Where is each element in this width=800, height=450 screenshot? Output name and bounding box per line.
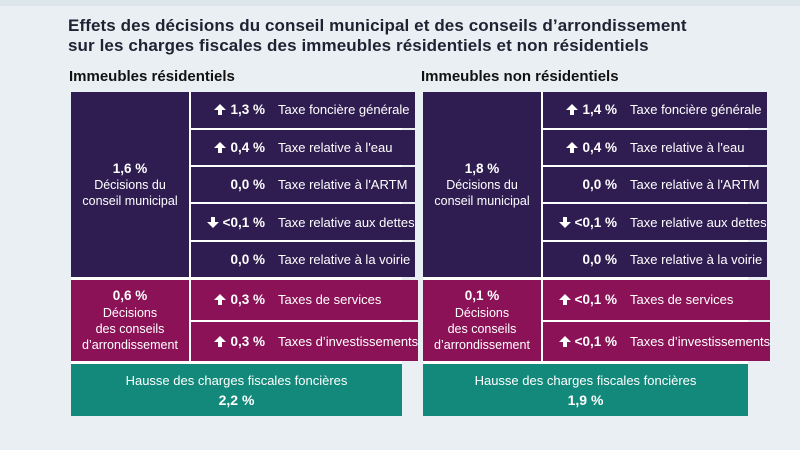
arrondissement-label-line: d’arrondissement <box>82 338 178 353</box>
municipal-rows: 1,3 % Taxe foncière générale 0,4 % Taxe … <box>191 92 415 278</box>
panel-body: 1,8 % Décisions du conseil municipal 1,4… <box>423 92 771 417</box>
municipal-label-line: Décisions du <box>446 178 518 193</box>
tax-row: <0,1 % Taxes d’investissements <box>543 321 771 362</box>
tax-row: 1,3 % Taxe foncière générale <box>191 92 415 128</box>
trend-arrow-icon <box>214 104 226 115</box>
tax-row-value: 0,0 % <box>230 177 265 193</box>
tax-row-label: Taxe relative à la voirie <box>278 251 411 267</box>
tax-row: <0,1 % Taxes de services <box>543 280 771 320</box>
arrondissement-summary-cell: 0,1 % Décisions des conseils d’arrondiss… <box>423 280 541 362</box>
tax-row-label: Taxe foncière générale <box>278 102 410 118</box>
tax-row: <0,1 % Taxe relative aux dettes <box>191 204 415 240</box>
municipal-section: 1,8 % Décisions du conseil municipal 1,4… <box>423 92 767 278</box>
municipal-rows: 1,4 % Taxe foncière générale 0,4 % Taxe … <box>543 92 767 278</box>
municipal-label-line: conseil municipal <box>434 194 530 209</box>
top-strip <box>0 0 800 6</box>
tax-row: <0,1 % Taxe relative aux dettes <box>543 204 767 240</box>
tax-row-label: Taxe foncière générale <box>630 102 762 118</box>
tax-row-label: Taxes d’investissements <box>278 333 419 349</box>
trend-arrow-icon <box>566 104 578 115</box>
tax-row: 0,4 % Taxe relative à l'eau <box>543 129 767 165</box>
arrondissement-section: 0,6 % Décisions des conseils d’arrondiss… <box>71 280 419 362</box>
municipal-label-line: Décisions du <box>94 178 166 193</box>
tax-row-value: 0,4 % <box>230 139 265 155</box>
trend-arrow-icon <box>214 142 226 153</box>
tax-row-value: <0,1 % <box>574 333 617 349</box>
tax-row-label: Taxe relative à l'eau <box>630 139 745 155</box>
arrondissement-total-value: 0,6 % <box>112 288 148 304</box>
municipal-summary-cell: 1,8 % Décisions du conseil municipal <box>423 92 541 278</box>
tax-row-value: 1,3 % <box>230 102 265 118</box>
tax-row-label: Taxe relative à l'ARTM <box>278 177 408 193</box>
total-label: Hausse des charges fiscales foncières <box>125 372 348 388</box>
total-box: Hausse des charges fiscales foncières 1,… <box>423 364 748 417</box>
arrondissement-section: 0,1 % Décisions des conseils d’arrondiss… <box>423 280 771 362</box>
arrondissement-label-line: des conseils <box>95 322 165 337</box>
trend-arrow-icon <box>207 217 219 228</box>
trend-arrow-icon <box>559 217 571 228</box>
tax-row-label: Taxe relative à l'eau <box>278 139 393 155</box>
tax-row-label: Taxes d’investissements <box>630 333 771 349</box>
total-label: Hausse des charges fiscales foncières <box>474 372 697 388</box>
page-title-line2: sur les charges fiscales des immeubles r… <box>68 36 649 56</box>
tax-row-value: <0,1 % <box>574 214 617 230</box>
municipal-section: 1,6 % Décisions du conseil municipal 1,3… <box>71 92 415 278</box>
tax-row-value: 0,0 % <box>582 251 617 267</box>
tax-row-value: 1,4 % <box>582 102 617 118</box>
municipal-label-line: conseil municipal <box>82 194 178 209</box>
page-title-line1: Effets des décisions du conseil municipa… <box>68 16 687 35</box>
panel-residential: Immeubles résidentiels 1,6 % Décisions d… <box>69 68 419 417</box>
tax-row-value: 0,4 % <box>582 139 617 155</box>
trend-arrow-icon <box>214 294 226 305</box>
page-title: Effets des décisions du conseil municipa… <box>68 16 800 56</box>
tax-row: 0,0 % Taxe relative à l'ARTM <box>191 166 415 203</box>
panel-body: 1,6 % Décisions du conseil municipal 1,3… <box>71 92 419 417</box>
tax-row-value: 0,3 % <box>230 292 265 308</box>
tax-row-label: Taxe relative à la voirie <box>630 251 763 267</box>
panel-non-residential: Immeubles non résidentiels 1,8 % Décisio… <box>421 68 771 417</box>
tax-row-value: <0,1 % <box>222 214 265 230</box>
trend-arrow-icon <box>559 294 571 305</box>
total-value: 1,9 % <box>567 391 604 408</box>
tax-row-label: Taxe relative aux dettes <box>630 214 767 230</box>
tax-row: 0,0 % Taxe relative à la voirie <box>543 241 767 278</box>
tax-row: 1,4 % Taxe foncière générale <box>543 92 767 128</box>
panel-heading: Immeubles résidentiels <box>69 68 235 86</box>
tax-row-label: Taxe relative à l'ARTM <box>630 177 760 193</box>
trend-arrow-icon <box>566 142 578 153</box>
arrondissement-label-line: Décisions <box>102 305 158 320</box>
municipal-summary-cell: 1,6 % Décisions du conseil municipal <box>71 92 189 278</box>
total-box: Hausse des charges fiscales foncières 2,… <box>71 364 402 417</box>
arrondissement-rows: <0,1 % Taxes de services <0,1 % Taxes d’… <box>543 280 771 362</box>
arrondissement-total-value: 0,1 % <box>464 288 500 304</box>
tax-row: 0,4 % Taxe relative à l'eau <box>191 129 415 165</box>
arrondissement-summary-cell: 0,6 % Décisions des conseils d’arrondiss… <box>71 280 189 362</box>
municipal-total-value: 1,6 % <box>112 160 148 176</box>
tax-row-label: Taxe relative aux dettes <box>278 214 415 230</box>
total-value: 2,2 % <box>218 391 255 408</box>
arrondissement-label-line: des conseils <box>447 322 517 337</box>
arrondissement-label-line: Décisions <box>454 305 510 320</box>
tax-row: 0,0 % Taxe relative à la voirie <box>191 241 415 278</box>
trend-arrow-icon <box>214 336 226 347</box>
tax-row-value: 0,0 % <box>582 177 617 193</box>
panel-heading: Immeubles non résidentiels <box>421 68 619 86</box>
tax-row: 0,3 % Taxes d’investissements <box>191 321 419 362</box>
tax-row-value: <0,1 % <box>574 292 617 308</box>
tax-row: 0,0 % Taxe relative à l'ARTM <box>543 166 767 203</box>
arrondissement-rows: 0,3 % Taxes de services 0,3 % Taxes d’in… <box>191 280 419 362</box>
tax-row-label: Taxes de services <box>278 292 382 308</box>
tax-row: 0,3 % Taxes de services <box>191 280 419 320</box>
tax-row-value: 0,0 % <box>230 251 265 267</box>
tax-row-label: Taxes de services <box>630 292 734 308</box>
trend-arrow-icon <box>559 336 571 347</box>
municipal-total-value: 1,8 % <box>464 160 500 176</box>
arrondissement-label-line: d’arrondissement <box>434 338 530 353</box>
tax-row-value: 0,3 % <box>230 333 265 349</box>
panels-container: Immeubles résidentiels 1,6 % Décisions d… <box>69 68 800 417</box>
